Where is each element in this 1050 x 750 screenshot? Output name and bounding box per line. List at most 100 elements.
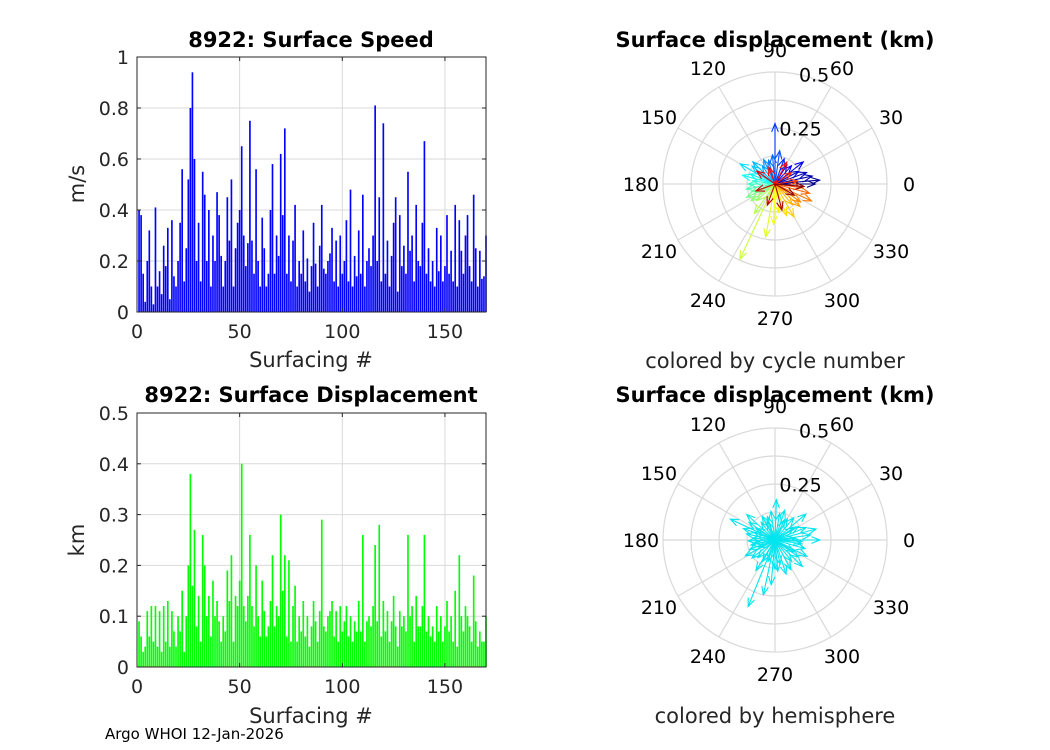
polar-hemisphere-radius-label: 0.25 xyxy=(779,475,821,497)
speed-bar xyxy=(286,273,288,312)
speed-bar xyxy=(481,278,483,312)
speed-bar xyxy=(339,235,342,312)
displacement-bar xyxy=(450,616,452,667)
displacement-bar xyxy=(224,631,227,667)
polar-hemisphere-angle-label: 150 xyxy=(641,463,677,485)
speed-bar xyxy=(193,159,196,312)
displacement-bar xyxy=(261,580,264,667)
displacement-bar xyxy=(329,611,331,667)
speed-bar xyxy=(292,240,294,312)
displacement-bar xyxy=(292,606,294,667)
displacement-bar xyxy=(386,611,389,667)
speed-bar xyxy=(320,204,323,312)
displacement-bar xyxy=(423,534,426,667)
speed-bar xyxy=(327,261,329,312)
displacement-bar xyxy=(390,621,393,667)
displacement-bar xyxy=(466,616,469,667)
displacement-bar xyxy=(162,606,165,667)
speed-bar xyxy=(448,273,450,312)
speed-bar xyxy=(294,204,296,312)
displacement-bar xyxy=(150,606,153,667)
speed-bar xyxy=(222,286,225,312)
displacement-bar xyxy=(212,580,214,667)
speed-bar xyxy=(273,273,276,312)
displacement-bar xyxy=(341,631,344,667)
displacement-bar xyxy=(216,600,218,667)
polar-cycle-spoke xyxy=(774,127,873,185)
speed-bar xyxy=(421,222,424,312)
polar-hemisphere-vector xyxy=(760,521,776,541)
displacement-bar xyxy=(398,611,401,667)
polar-cycle-angle-label: 210 xyxy=(641,241,677,263)
speed-bar xyxy=(353,255,356,312)
speed-ytick-label: 0 xyxy=(117,302,129,324)
speed-bar xyxy=(228,240,231,312)
displacement-bar xyxy=(388,641,391,667)
displacement-bar xyxy=(138,621,140,667)
polar-hemisphere-vector xyxy=(774,513,808,541)
displacement-bar xyxy=(470,641,473,667)
displacement-bar xyxy=(189,473,192,667)
polar-cycle-angle-label: 60 xyxy=(830,58,854,80)
speed-bar xyxy=(210,286,212,312)
polar-cycle-title: Surface displacement (km) xyxy=(615,28,934,52)
speed-bar xyxy=(376,261,379,312)
speed-bar xyxy=(458,220,461,312)
speed-bar xyxy=(205,261,208,312)
displacement-bar xyxy=(345,606,348,667)
speed-bar xyxy=(390,255,393,312)
displacement-bar xyxy=(208,595,210,667)
speed-bar xyxy=(431,261,434,312)
displacement-bar xyxy=(263,611,266,667)
displacement-bar xyxy=(325,631,327,667)
displacement-bar xyxy=(220,641,222,667)
displacement-bar xyxy=(392,595,395,667)
displacement-bar xyxy=(368,616,370,667)
polar-cycle-vector xyxy=(774,160,788,185)
polar-hemisphere-vector xyxy=(747,539,776,608)
displacement-bar xyxy=(427,616,430,667)
displacement-bar xyxy=(442,641,444,667)
displacement-bar xyxy=(222,616,225,667)
speed-bar xyxy=(384,273,387,312)
polar-cycle-radius-label: 0.25 xyxy=(779,119,821,141)
speed-bar xyxy=(249,120,251,312)
polar-hemisphere-vector xyxy=(774,527,818,541)
speed-bar xyxy=(370,266,372,312)
polar-cycle-angle-label: 180 xyxy=(623,174,659,196)
speed-bar xyxy=(150,286,153,312)
polar-hemisphere-vectors xyxy=(728,498,822,608)
displacement-xtick-label: 150 xyxy=(427,676,463,698)
speed-bar xyxy=(351,286,354,312)
speed-bar xyxy=(413,281,415,312)
speed-bar xyxy=(392,222,395,312)
speed-bar xyxy=(181,169,183,312)
displacement-bar xyxy=(267,626,270,667)
speed-bar xyxy=(175,286,177,312)
polar-cycle-vector xyxy=(768,165,776,185)
speed-xtick-label: 0 xyxy=(131,321,143,343)
speed-bar xyxy=(142,273,144,312)
speed-bar xyxy=(234,248,237,312)
displacement-bar xyxy=(357,600,360,667)
displacement-bar xyxy=(327,616,329,667)
polar-hemisphere-vector xyxy=(767,539,776,587)
polar-cycle-vector xyxy=(755,170,776,185)
displacement-xtick-label: 100 xyxy=(324,676,360,698)
speed-ylabel: m/s xyxy=(65,165,89,203)
speed-bar xyxy=(166,227,169,312)
polar-hemisphere-angle-label: 60 xyxy=(830,414,854,436)
displacement-bar xyxy=(355,631,358,667)
displacement-bar xyxy=(148,636,151,667)
displacement-bar xyxy=(158,611,161,667)
speed-bar xyxy=(208,210,210,312)
displacement-bar xyxy=(251,606,253,667)
speed-bar xyxy=(456,286,459,312)
speed-bar xyxy=(247,243,249,312)
displacement-bar xyxy=(362,534,364,667)
speed-bar xyxy=(300,273,303,312)
speed-title: 8922: Surface Speed xyxy=(188,28,434,52)
displacement-bar xyxy=(210,636,212,667)
displacement-bar xyxy=(294,585,296,667)
polar-hemisphere-vector xyxy=(745,531,776,541)
